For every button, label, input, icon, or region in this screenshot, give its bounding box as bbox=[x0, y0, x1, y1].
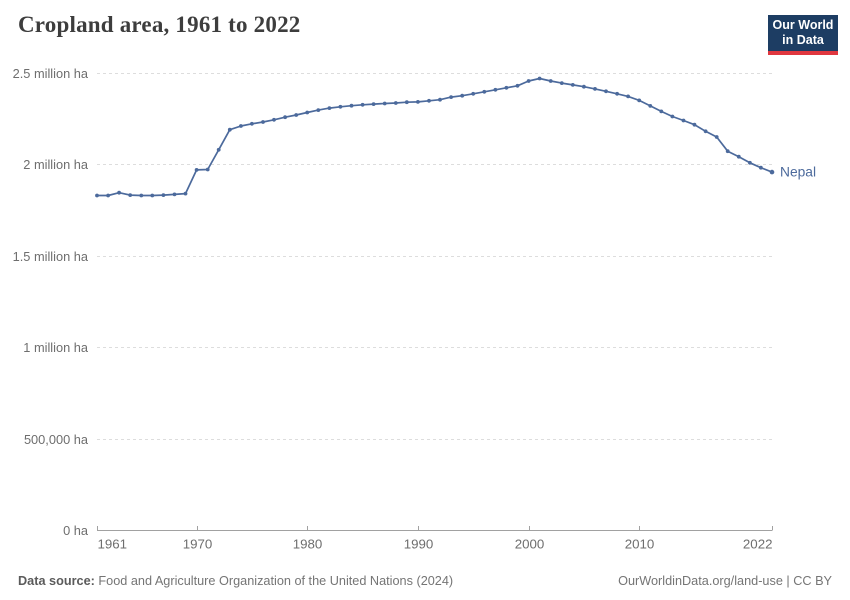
page-title: Cropland area, 1961 to 2022 bbox=[18, 12, 301, 37]
y-tick-label: 0 ha bbox=[63, 523, 89, 538]
y-tick-label: 1 million ha bbox=[23, 340, 89, 355]
y-tick-label: 1.5 million ha bbox=[13, 249, 89, 264]
y-tick-label: 2.5 million ha bbox=[13, 66, 89, 81]
data-point[interactable] bbox=[548, 79, 553, 83]
data-point[interactable] bbox=[360, 102, 365, 107]
data-point[interactable] bbox=[139, 193, 144, 198]
data-point[interactable] bbox=[316, 108, 321, 112]
data-point[interactable] bbox=[294, 113, 299, 117]
data-point[interactable] bbox=[95, 193, 99, 198]
data-point[interactable] bbox=[393, 101, 398, 105]
x-tick-label: 1970 bbox=[183, 537, 213, 552]
data-point[interactable] bbox=[250, 121, 254, 126]
y-tick-label: 500,000 ha bbox=[24, 432, 89, 447]
footer-data-source: Data source: Food and Agriculture Organi… bbox=[18, 574, 453, 588]
data-point[interactable] bbox=[725, 149, 730, 154]
data-point[interactable] bbox=[736, 154, 741, 159]
data-point[interactable] bbox=[150, 193, 155, 198]
data-point[interactable] bbox=[128, 193, 133, 198]
data-point[interactable] bbox=[227, 127, 232, 132]
data-point[interactable] bbox=[515, 83, 520, 88]
series-line[interactable] bbox=[96, 77, 773, 197]
data-point[interactable] bbox=[305, 110, 310, 115]
data-point[interactable] bbox=[692, 122, 697, 127]
y-tick-label: 2 million ha bbox=[23, 157, 89, 172]
data-point[interactable] bbox=[471, 91, 476, 96]
data-point[interactable] bbox=[670, 114, 675, 119]
data-point[interactable] bbox=[261, 120, 265, 124]
data-point[interactable] bbox=[493, 87, 498, 92]
data-point[interactable] bbox=[338, 104, 343, 109]
data-point[interactable] bbox=[239, 124, 243, 128]
data-point[interactable] bbox=[183, 191, 188, 196]
data-point[interactable] bbox=[106, 193, 110, 198]
data-point[interactable] bbox=[604, 89, 608, 94]
data-point[interactable] bbox=[570, 83, 575, 87]
data-point[interactable] bbox=[626, 94, 630, 99]
data-point[interactable] bbox=[327, 106, 332, 110]
x-tick-label: 1980 bbox=[293, 537, 323, 552]
data-point[interactable] bbox=[504, 85, 509, 90]
data-point[interactable] bbox=[194, 168, 199, 172]
data-point[interactable] bbox=[615, 91, 619, 96]
data-point[interactable] bbox=[526, 79, 531, 83]
data-point[interactable] bbox=[769, 169, 775, 175]
data-point[interactable] bbox=[349, 103, 354, 108]
data-point[interactable] bbox=[404, 100, 409, 105]
x-tick-label: 2000 bbox=[515, 537, 545, 552]
data-point[interactable] bbox=[593, 87, 597, 91]
data-point[interactable] bbox=[714, 135, 719, 139]
data-source-text: Food and Agriculture Organization of the… bbox=[94, 574, 454, 588]
data-point[interactable] bbox=[382, 101, 387, 106]
data-point[interactable] bbox=[759, 165, 763, 170]
data-point[interactable] bbox=[703, 129, 708, 134]
data-point[interactable] bbox=[449, 95, 453, 99]
x-tick-label: 2022 bbox=[743, 537, 773, 552]
data-point[interactable] bbox=[482, 89, 487, 94]
data-point[interactable] bbox=[416, 100, 420, 104]
data-point[interactable] bbox=[648, 104, 653, 108]
data-point[interactable] bbox=[637, 98, 642, 103]
data-point[interactable] bbox=[681, 118, 686, 123]
logo-line-2: in Data bbox=[782, 33, 824, 48]
data-point[interactable] bbox=[371, 102, 376, 106]
data-point[interactable] bbox=[659, 109, 664, 114]
data-point[interactable] bbox=[427, 98, 431, 103]
data-source-label: Data source: bbox=[18, 574, 95, 588]
data-point[interactable] bbox=[117, 190, 121, 195]
data-point[interactable] bbox=[537, 76, 542, 81]
data-point[interactable] bbox=[438, 97, 442, 102]
owid-logo[interactable]: Our World in Data bbox=[768, 15, 838, 55]
data-point[interactable] bbox=[216, 147, 221, 152]
data-point[interactable] bbox=[272, 117, 276, 122]
data-point[interactable] bbox=[460, 93, 465, 98]
data-point[interactable] bbox=[582, 84, 586, 89]
data-point[interactable] bbox=[283, 115, 287, 120]
data-point[interactable] bbox=[172, 192, 177, 197]
data-point[interactable] bbox=[748, 160, 752, 165]
x-tick-label: 2010 bbox=[625, 537, 655, 552]
logo-line-1: Our World bbox=[772, 18, 834, 32]
data-point[interactable] bbox=[205, 167, 210, 172]
entity-label[interactable]: Nepal bbox=[780, 165, 816, 180]
x-tick-label: 1961 bbox=[98, 537, 128, 552]
footer-citation-url[interactable]: OurWorldinData.org/land-use | CC BY bbox=[618, 574, 832, 588]
chart-footer: Data source: Food and Agriculture Organi… bbox=[18, 574, 832, 588]
x-tick-label: 1990 bbox=[404, 537, 434, 552]
data-point[interactable] bbox=[559, 81, 564, 85]
data-point[interactable] bbox=[161, 193, 166, 198]
